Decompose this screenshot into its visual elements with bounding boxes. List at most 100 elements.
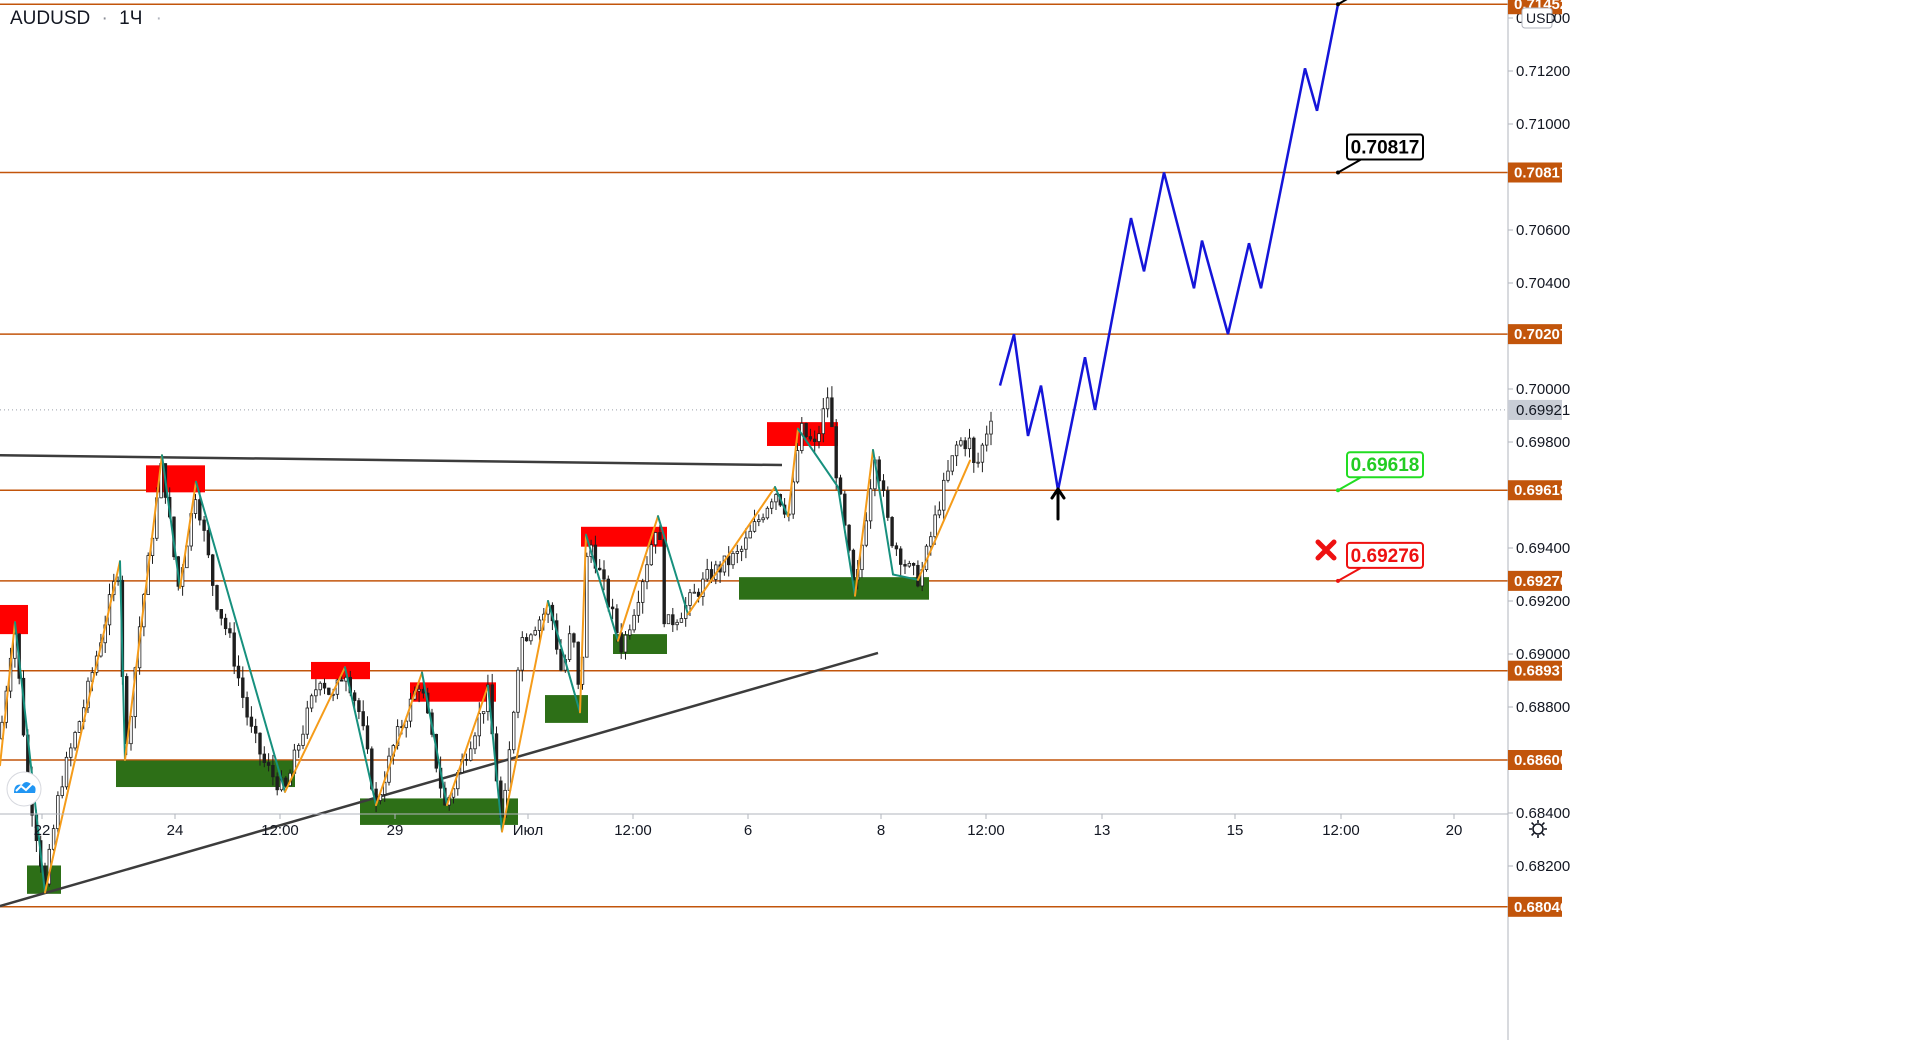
symbol-header[interactable]: AUDUSD · 1Ч · [10,8,162,29]
candle-body [813,438,817,442]
candle-body [219,609,223,619]
time-tick-label: 15 [1227,822,1244,839]
currency-badge[interactable]: USD [1521,7,1556,29]
candle-body [64,756,69,788]
up-arrow-icon [1050,487,1066,521]
zigzag-up-leg [0,621,16,767]
candle-body [821,408,825,435]
candle-body [989,420,993,435]
candle-body [864,520,868,546]
callout-box [1346,133,1424,161]
candle-body [602,569,606,580]
candle-body [838,477,843,495]
candle-body [202,519,206,531]
candle-body [985,433,989,446]
time-axis[interactable]: 22 24 12:00 29 Июл 12:00 6 8 12:00 13 15 12:00 20 [0,813,1508,839]
candle-body [636,601,641,616]
level-label-bg [1508,480,1562,501]
candle-body [69,747,73,758]
candle-body [739,548,744,552]
candle-body [13,633,17,659]
time-tick-label: 12:00 [967,822,1005,839]
candle-body [903,564,907,567]
candle-body [808,436,813,440]
candle-body [464,758,469,761]
support-zone [545,695,588,723]
candle-body [198,499,202,521]
level-label: 0.68600 [1514,752,1568,769]
support-zone [739,577,929,600]
candle-body [318,682,322,691]
zigzag-down-leg [14,621,46,894]
last-price-label: 0.69921 [1508,399,1570,420]
price-tick-label: 0.70400 [1516,275,1570,292]
candle-body [907,563,911,567]
candle-body [73,732,77,749]
candle-body [481,711,486,715]
candle-body [206,530,211,556]
candle-body [954,444,959,457]
price-tick-label: 0.70600 [1516,222,1570,239]
candle-body [774,494,778,503]
candle-body [314,689,318,697]
candle-body [653,532,658,546]
candle-body [791,481,795,515]
zigzag-down-leg [774,486,789,518]
candle-body [507,749,512,791]
candle-body [701,578,705,597]
resistance-zone [581,526,667,547]
zigzag-up-leg [617,515,659,642]
candle-body [688,592,692,606]
candle-body [770,501,774,509]
svg-text:AUDUSD · 1Ч: AUDUSD · 1Ч · [10,8,162,29]
callout-label: 0.70817 [1351,137,1420,158]
price-tick-label: 0.70000 [1516,381,1570,398]
zigzag-up-leg [284,666,346,793]
price-axis-ticks: 0.718000.716000.714000.712000.710000.706… [1508,10,1570,875]
candle-body [830,397,834,428]
candle-body [942,479,946,511]
level-label: 0.70207 [1514,326,1568,343]
zigzag-down-leg [797,427,839,489]
price-tick-label: 0.69200 [1516,593,1570,610]
zigzag-up-leg [687,486,776,616]
zigzag-up-leg [44,560,121,894]
forecast-line [998,3,1340,491]
time-tick-label: 12:00 [614,822,652,839]
candle-body [894,545,899,550]
candle-body [520,637,524,671]
resistance-zone [410,682,496,702]
zigzag-down-leg [892,573,919,581]
gear-icon[interactable] [1529,820,1547,838]
candle-body [705,569,709,580]
time-tick-label: 22 [34,822,51,839]
candle-body [271,765,275,778]
candle-body [757,519,761,523]
candle-body [899,548,903,565]
zigzag-up-leg [917,459,971,581]
candle-body [623,634,628,653]
candle-body [258,732,262,755]
symbol-name: AUDUSD [10,8,90,29]
tradingview-cloud-icon[interactable] [6,771,42,807]
candle-body [933,514,937,538]
candle-body [649,544,653,566]
candle-body [671,614,675,626]
candle-body [301,733,305,746]
price-tick-label: 0.69000 [1516,646,1570,663]
time-tick-label: 20 [1446,822,1463,839]
resistance-zone [146,465,205,493]
zigzag-down-leg [872,448,894,576]
candle-body [357,700,361,712]
zigzag-down-leg [585,533,619,642]
candle-body [245,697,249,718]
candle-body [322,682,327,689]
candle-body [262,753,266,763]
price-axis[interactable]: 0.718000.716000.714000.712000.710000.706… [1507,0,1920,1040]
candle-body [77,721,82,733]
callout-pointer [1337,566,1362,582]
candle-body [877,459,881,482]
candle-body [572,633,576,643]
